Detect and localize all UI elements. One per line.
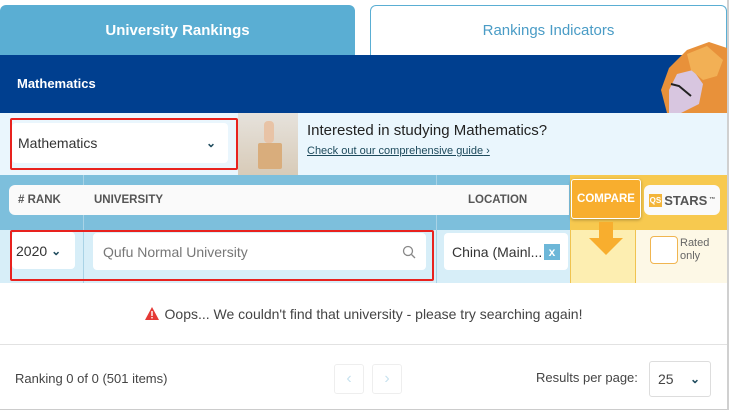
university-column-header[interactable]: UNIVERSITY bbox=[94, 194, 164, 206]
location-filter[interactable]: China (Mainl... x bbox=[444, 233, 568, 270]
year-select[interactable]: 2020 ⌄ bbox=[12, 232, 75, 269]
arrow-down-icon bbox=[589, 222, 623, 255]
no-results-message: Oops... We couldn't find that university… bbox=[0, 283, 727, 345]
highlight-box bbox=[10, 230, 434, 281]
rated-only-label: Rated only bbox=[680, 237, 710, 262]
results-per-page-select[interactable]: 25 ⌄ bbox=[649, 361, 711, 397]
qs-stars-button[interactable]: QS STARS ™ bbox=[644, 185, 720, 215]
subject-select[interactable]: Mathematics ⌄ bbox=[12, 123, 228, 163]
chevron-down-icon: ⌄ bbox=[689, 372, 700, 386]
rank-column-header[interactable]: # RANK bbox=[18, 194, 61, 206]
pagination-footer: Ranking 0 of 0 (501 items) ‹ › Results p… bbox=[0, 346, 727, 410]
location-value: China (Mainl... bbox=[452, 243, 543, 260]
subject-select-value: Mathematics bbox=[18, 135, 98, 151]
clear-location-icon[interactable]: x bbox=[544, 243, 560, 260]
banner-heading: Interested in studying Mathematics? bbox=[307, 122, 548, 139]
tab-rankings-indicators[interactable]: Rankings Indicators bbox=[370, 5, 727, 55]
location-column-header[interactable]: LOCATION bbox=[468, 194, 528, 206]
tab-university-rankings[interactable]: University Rankings bbox=[0, 5, 355, 55]
stars-label: STARS bbox=[664, 192, 708, 208]
guide-link[interactable]: Check out our comprehensive guide › bbox=[307, 145, 490, 157]
ranking-info: Ranking 0 of 0 (501 items) bbox=[15, 371, 168, 386]
year-value: 2020 bbox=[16, 242, 48, 259]
warning-icon bbox=[144, 307, 159, 320]
page-header: Mathematics bbox=[0, 55, 727, 113]
university-search-input[interactable]: Qufu Normal University bbox=[93, 233, 426, 270]
page-title: Mathematics bbox=[17, 76, 96, 91]
search-value: Qufu Normal University bbox=[103, 243, 248, 260]
container-border bbox=[727, 0, 729, 410]
column-headers: # RANK UNIVERSITY LOCATION bbox=[9, 185, 569, 215]
highlight-box bbox=[10, 118, 238, 170]
rated-only-checkbox[interactable] bbox=[650, 236, 678, 264]
chevron-down-icon: ⌄ bbox=[205, 136, 216, 150]
results-per-page-value: 25 bbox=[658, 371, 674, 387]
chevron-down-icon: ⌄ bbox=[51, 243, 62, 258]
next-page-button[interactable]: › bbox=[372, 364, 402, 394]
search-icon[interactable] bbox=[402, 245, 416, 259]
qs-logo: QS bbox=[648, 193, 663, 207]
prev-page-button[interactable]: ‹ bbox=[334, 364, 364, 394]
compare-button[interactable]: COMPARE bbox=[571, 179, 641, 219]
message-text: Oops... We couldn't find that university… bbox=[164, 305, 583, 322]
results-per-page-label: Results per page: bbox=[536, 370, 638, 385]
banner-image bbox=[238, 113, 298, 175]
lion-mascot-icon bbox=[661, 42, 727, 113]
